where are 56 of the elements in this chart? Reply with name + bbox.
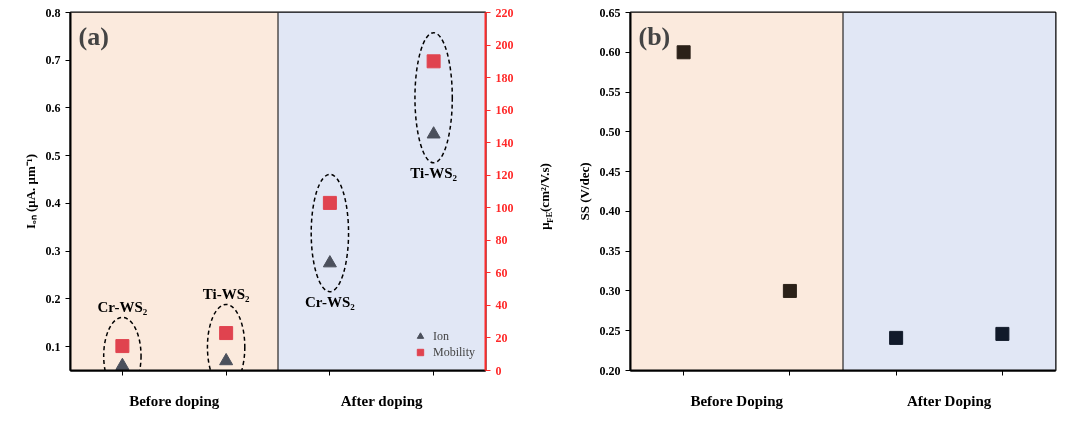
y-axis-title: SS (V/dec) — [576, 162, 592, 221]
annotation: Ti-WS₂ — [410, 164, 458, 181]
annotation: (a) — [78, 21, 109, 51]
y-axis-title: Iₒₙ (μA. μm⁻¹) — [22, 153, 38, 230]
text: Before doping — [129, 392, 220, 409]
y2-tick-label: 100 — [495, 200, 514, 215]
legend-label: Ion — [432, 328, 450, 344]
y-tick-label: 0.55 — [599, 85, 621, 100]
point — [426, 126, 441, 139]
point — [219, 326, 234, 341]
y-tick-label: 0.1 — [45, 339, 61, 354]
y-tick-label: 0.65 — [599, 5, 621, 20]
y-tick-label: 0.50 — [599, 124, 621, 139]
point — [782, 283, 797, 298]
y-tick-label: 0.4 — [45, 196, 61, 211]
y-tick-label: 0.35 — [599, 244, 621, 259]
y-tick-label: 0.7 — [45, 53, 61, 68]
y2-tick-label: 120 — [495, 168, 514, 183]
point — [889, 330, 904, 345]
y-tick-label: 0.40 — [599, 204, 621, 219]
y2-tick-label: 20 — [495, 330, 508, 345]
y2-tick-label: 160 — [495, 103, 514, 118]
y-tick-label: 0.6 — [45, 100, 61, 115]
y2-tick-label: 80 — [495, 233, 508, 248]
annotation: Ti-WS₂ — [202, 286, 250, 303]
text: After Doping — [906, 392, 992, 409]
y-tick-label: 0.60 — [599, 45, 621, 60]
point — [322, 255, 337, 268]
y2-tick-label: 0 — [495, 363, 502, 378]
point — [676, 45, 691, 60]
text: After doping — [340, 392, 424, 409]
annotation: Cr-WS₂ — [97, 299, 148, 316]
y-tick-label: 0.8 — [45, 5, 61, 20]
y2-tick-label: 140 — [495, 135, 514, 150]
y-tick-label: 0.5 — [45, 148, 61, 163]
point — [115, 357, 130, 370]
y-tick-label: 0.45 — [599, 164, 621, 179]
y-tick-label: 0.2 — [45, 291, 61, 306]
point — [995, 326, 1010, 341]
y-tick-label: 0.30 — [599, 283, 621, 298]
y2-tick-label: 220 — [495, 5, 514, 20]
point — [426, 54, 441, 69]
point — [322, 195, 337, 210]
y2-tick-label: 40 — [495, 298, 508, 313]
y2-axis-title: μFE(cm²/V.s) — [537, 163, 555, 230]
text: Before Doping — [690, 392, 784, 409]
y-tick-label: 0.25 — [599, 323, 621, 338]
y2-tick-label: 180 — [495, 70, 514, 85]
point — [219, 352, 234, 366]
y-tick-label: 0.20 — [599, 363, 621, 378]
y2-tick-label: 200 — [495, 38, 514, 53]
annotation: (b) — [638, 21, 671, 51]
y2-tick-label: 60 — [495, 265, 508, 280]
legend-label: Mobility — [432, 344, 475, 360]
annotation: Cr-WS₂ — [304, 293, 356, 310]
y-tick-label: 0.3 — [45, 244, 61, 259]
